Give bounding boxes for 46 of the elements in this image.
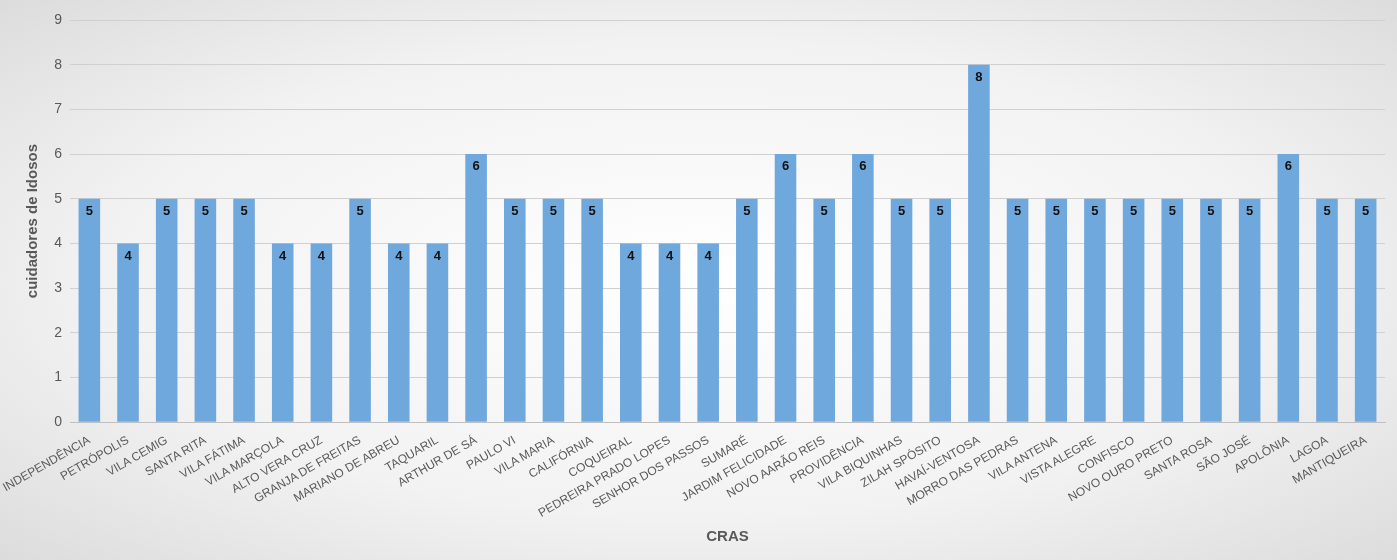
data-label: 5 bbox=[240, 202, 248, 218]
x-axis-title: CRAS bbox=[706, 527, 749, 545]
data-label: 6 bbox=[781, 158, 790, 174]
data-label: 6 bbox=[472, 158, 480, 174]
data-label: 5 bbox=[1052, 202, 1060, 218]
data-label: 5 bbox=[1091, 202, 1099, 218]
y-axis-title: cuidadores de Idosos bbox=[23, 143, 41, 299]
y-tick-label: 4 bbox=[54, 234, 63, 251]
data-label: 4 bbox=[665, 247, 674, 263]
data-label: 4 bbox=[124, 247, 133, 263]
data-label: 5 bbox=[356, 202, 364, 218]
data-label: 6 bbox=[859, 158, 867, 174]
data-label: 5 bbox=[1168, 202, 1176, 218]
data-label: 4 bbox=[704, 247, 713, 263]
y-tick-label: 2 bbox=[54, 323, 63, 340]
y-tick-label: 0 bbox=[54, 413, 63, 430]
data-label: 5 bbox=[936, 202, 944, 218]
data-label: 5 bbox=[1129, 202, 1138, 218]
data-label: 5 bbox=[1362, 202, 1370, 218]
y-tick-label: 9 bbox=[54, 10, 63, 27]
data-label: 5 bbox=[897, 202, 906, 218]
data-label: 5 bbox=[743, 202, 751, 218]
data-label: 5 bbox=[1013, 202, 1022, 218]
data-label: 8 bbox=[975, 68, 983, 84]
y-tick-label: 3 bbox=[54, 278, 63, 295]
data-label: 5 bbox=[85, 202, 93, 218]
data-label: 5 bbox=[163, 202, 171, 218]
data-label: 6 bbox=[1284, 158, 1292, 174]
data-label: 5 bbox=[1323, 202, 1331, 218]
data-label: 4 bbox=[317, 247, 326, 263]
y-tick-label: 8 bbox=[54, 55, 63, 72]
y-tick-label: 6 bbox=[54, 144, 63, 161]
data-label: 4 bbox=[395, 247, 404, 263]
data-label: 4 bbox=[433, 247, 442, 263]
y-tick-label: 5 bbox=[54, 189, 63, 206]
data-label: 5 bbox=[1246, 202, 1254, 218]
data-label: 5 bbox=[588, 202, 596, 218]
data-label: 5 bbox=[1207, 202, 1215, 218]
data-label: 5 bbox=[549, 202, 558, 218]
y-tick-label: 7 bbox=[54, 100, 63, 117]
data-label: 5 bbox=[201, 202, 209, 218]
data-label: 4 bbox=[279, 247, 288, 263]
data-label: 5 bbox=[511, 202, 519, 218]
y-tick-label: 1 bbox=[54, 368, 63, 385]
data-label: 4 bbox=[627, 247, 636, 263]
data-label: 5 bbox=[820, 202, 828, 218]
